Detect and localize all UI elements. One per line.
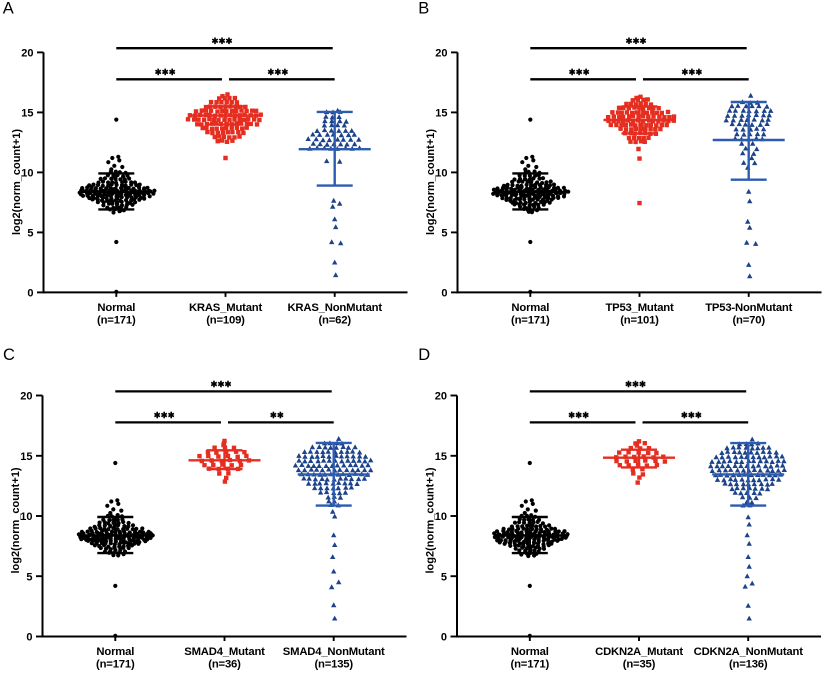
svg-text:0: 0 xyxy=(27,288,33,300)
svg-text:SMAD4_NonMutant: SMAD4_NonMutant xyxy=(283,646,385,658)
svg-text:(n=70): (n=70) xyxy=(733,314,766,326)
svg-text:(n=171): (n=171) xyxy=(97,314,136,326)
svg-text:5: 5 xyxy=(26,572,32,584)
svg-text:CDKN2A_NonMutant: CDKN2A_NonMutant xyxy=(694,646,804,658)
svg-text:5: 5 xyxy=(27,228,33,240)
svg-text:5: 5 xyxy=(441,228,447,240)
svg-text:Normal: Normal xyxy=(97,302,135,314)
svg-text:(n=136): (n=136) xyxy=(729,659,768,671)
svg-text:20: 20 xyxy=(21,48,33,60)
svg-text:Normal: Normal xyxy=(96,646,134,658)
svg-text:TP53_Mutant: TP53_Mutant xyxy=(605,302,674,314)
svg-text:(n=135): (n=135) xyxy=(314,659,353,671)
svg-text:5: 5 xyxy=(441,572,447,584)
svg-text:(n=36): (n=36) xyxy=(208,659,241,671)
svg-text:20: 20 xyxy=(435,391,447,403)
svg-text:0: 0 xyxy=(26,632,32,644)
svg-text:(n=171): (n=171) xyxy=(96,659,135,671)
svg-text:log2(norm_count+1): log2(norm_count+1) xyxy=(425,467,437,573)
svg-text:TP53-NonMutant: TP53-NonMutant xyxy=(705,302,792,314)
svg-text:Normal: Normal xyxy=(511,302,549,314)
svg-text:0: 0 xyxy=(441,288,447,300)
svg-text:B: B xyxy=(418,0,429,17)
svg-text:10: 10 xyxy=(435,511,447,523)
svg-text:(n=171): (n=171) xyxy=(511,314,550,326)
svg-text:(n=62): (n=62) xyxy=(319,314,352,326)
svg-text:10: 10 xyxy=(21,168,33,180)
svg-text:Normal: Normal xyxy=(511,646,549,658)
svg-text:10: 10 xyxy=(435,168,447,180)
svg-text:KRAS_NonMutant: KRAS_NonMutant xyxy=(287,302,382,314)
svg-text:A: A xyxy=(3,0,14,17)
svg-text:15: 15 xyxy=(21,108,33,120)
svg-text:D: D xyxy=(418,346,430,364)
svg-text:log2(norm_count+1): log2(norm_count+1) xyxy=(11,129,23,235)
svg-text:15: 15 xyxy=(20,451,32,463)
svg-text:KRAS_Mutant: KRAS_Mutant xyxy=(189,302,263,314)
svg-text:log2(norm_count+1): log2(norm_count+1) xyxy=(425,129,437,235)
svg-text:(n=171): (n=171) xyxy=(511,659,550,671)
svg-text:CDKN2A_Mutant: CDKN2A_Mutant xyxy=(595,646,683,658)
svg-text:(n=35): (n=35) xyxy=(623,659,656,671)
svg-text:(n=101): (n=101) xyxy=(620,314,659,326)
svg-text:15: 15 xyxy=(435,451,447,463)
svg-text:20: 20 xyxy=(435,48,447,60)
svg-text:0: 0 xyxy=(441,632,447,644)
svg-text:(n=109): (n=109) xyxy=(206,314,245,326)
svg-text:log2(norm_count+1): log2(norm_count+1) xyxy=(10,467,22,573)
svg-text:20: 20 xyxy=(20,391,32,403)
svg-text:C: C xyxy=(3,346,15,364)
svg-text:10: 10 xyxy=(20,511,32,523)
svg-text:15: 15 xyxy=(435,108,447,120)
svg-text:SMAD4_Mutant: SMAD4_Mutant xyxy=(184,646,265,658)
